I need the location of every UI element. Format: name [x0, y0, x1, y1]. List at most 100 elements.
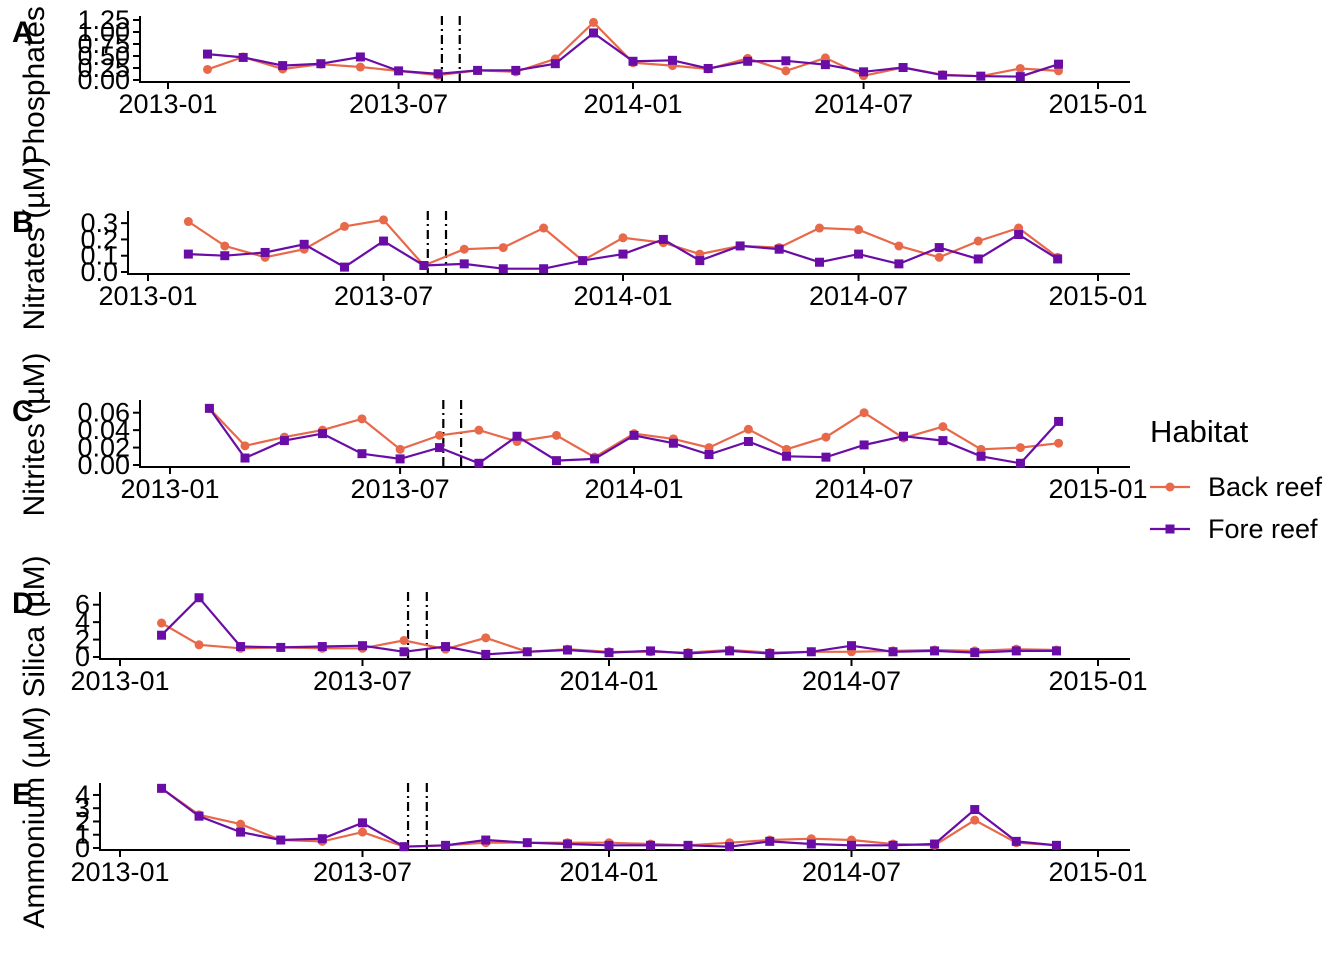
data-point — [970, 815, 980, 825]
x-tick-label: 2013-01 — [70, 666, 169, 696]
data-point — [973, 254, 983, 264]
x-tick-label: 2014-01 — [584, 474, 683, 504]
data-point — [589, 28, 599, 38]
data-point — [695, 256, 705, 266]
data-point — [782, 444, 792, 454]
data-point — [539, 264, 549, 274]
data-point — [459, 259, 469, 269]
data-point — [782, 451, 792, 461]
y-tick-label: 0.3 — [80, 208, 118, 238]
data-point — [859, 408, 869, 418]
data-point — [238, 52, 248, 62]
data-point — [1011, 646, 1021, 656]
data-point — [441, 642, 451, 652]
data-point — [578, 256, 588, 266]
x-tick-label: 2015-01 — [1048, 474, 1147, 504]
data-point — [1051, 840, 1061, 850]
y-tick-label: 0.00 — [77, 450, 130, 480]
data-point — [683, 840, 693, 850]
legend-key-marker — [1165, 482, 1175, 492]
data-point — [703, 63, 713, 73]
data-point — [725, 646, 735, 656]
data-point — [340, 262, 350, 272]
data-point — [781, 66, 791, 76]
data-point — [821, 452, 831, 462]
data-point — [765, 836, 775, 846]
data-point — [683, 649, 693, 659]
data-point — [894, 241, 904, 251]
x-tick-label: 2013-07 — [313, 666, 412, 696]
data-point — [279, 436, 289, 446]
data-point — [815, 223, 825, 233]
y-tick-label: 0.2 — [80, 224, 118, 254]
data-point — [938, 436, 948, 446]
y-axis-title: Nitrites (µM) — [18, 353, 51, 517]
data-point — [743, 424, 753, 434]
data-point — [522, 647, 532, 657]
data-point — [1054, 416, 1064, 426]
series-line-fore-reef — [160, 596, 1057, 656]
data-point — [202, 64, 212, 74]
data-point — [474, 458, 484, 468]
y-tick-label: 0.00 — [77, 65, 130, 95]
data-point — [618, 249, 628, 259]
data-point — [888, 647, 898, 657]
legend-label: Back reef — [1208, 472, 1323, 502]
data-point — [667, 55, 677, 65]
y-tick-label: 0 — [75, 833, 90, 863]
data-point — [970, 648, 980, 658]
data-point — [976, 444, 986, 454]
data-point — [976, 71, 986, 81]
x-tick-label: 2014-07 — [809, 281, 908, 311]
legend: Habitat Back reef Fore reef — [1150, 414, 1323, 544]
data-point — [668, 438, 678, 448]
x-tick-label: 2014-07 — [802, 857, 901, 887]
data-point — [628, 56, 638, 66]
x-tick-label: 2015-01 — [1048, 89, 1147, 119]
data-point — [938, 70, 948, 80]
x-tick-label: 2014-07 — [814, 89, 913, 119]
panel-letter: D — [12, 587, 34, 620]
y-axis-title: Phosphates (µM) — [18, 0, 51, 165]
data-point — [157, 783, 167, 793]
data-point — [357, 641, 367, 651]
data-point — [183, 217, 193, 227]
data-point — [1053, 254, 1063, 264]
series-line-fore-reef — [207, 31, 1059, 78]
y-tick-label: 0.0 — [80, 257, 118, 287]
data-point — [934, 243, 944, 253]
data-point — [512, 431, 522, 441]
data-point — [395, 444, 405, 454]
x-tick-label: 2014-07 — [815, 474, 914, 504]
panel-letter: A — [12, 16, 34, 49]
y-tick-label: 3 — [75, 793, 90, 823]
data-point — [854, 249, 864, 259]
data-point — [888, 840, 898, 850]
data-point — [1015, 63, 1025, 73]
y-tick-label: 0.04 — [77, 415, 130, 445]
x-tick-label: 2013-07 — [313, 857, 412, 887]
series-line-back-reef — [160, 787, 1057, 848]
legend-label: Fore reef — [1208, 514, 1318, 544]
data-point — [1014, 230, 1024, 240]
data-point — [859, 440, 869, 450]
data-point — [394, 66, 404, 76]
data-point — [704, 450, 714, 460]
data-point — [318, 429, 328, 439]
data-point — [894, 259, 904, 269]
data-point — [604, 840, 614, 850]
data-point — [299, 239, 309, 249]
data-point — [399, 635, 409, 645]
data-point — [1054, 438, 1064, 448]
x-tick-label: 2014-01 — [583, 89, 682, 119]
x-tick-label: 2014-01 — [559, 857, 658, 887]
y-axis-title: Ammonium (µM) — [18, 706, 51, 928]
y-tick-label: 0.02 — [77, 433, 130, 463]
data-point — [604, 648, 614, 658]
data-point — [930, 646, 940, 656]
data-point — [859, 67, 869, 77]
y-tick-label: 0.50 — [77, 41, 130, 71]
y-tick-label: 0.06 — [77, 398, 130, 428]
y-tick-label: 0 — [75, 642, 90, 672]
